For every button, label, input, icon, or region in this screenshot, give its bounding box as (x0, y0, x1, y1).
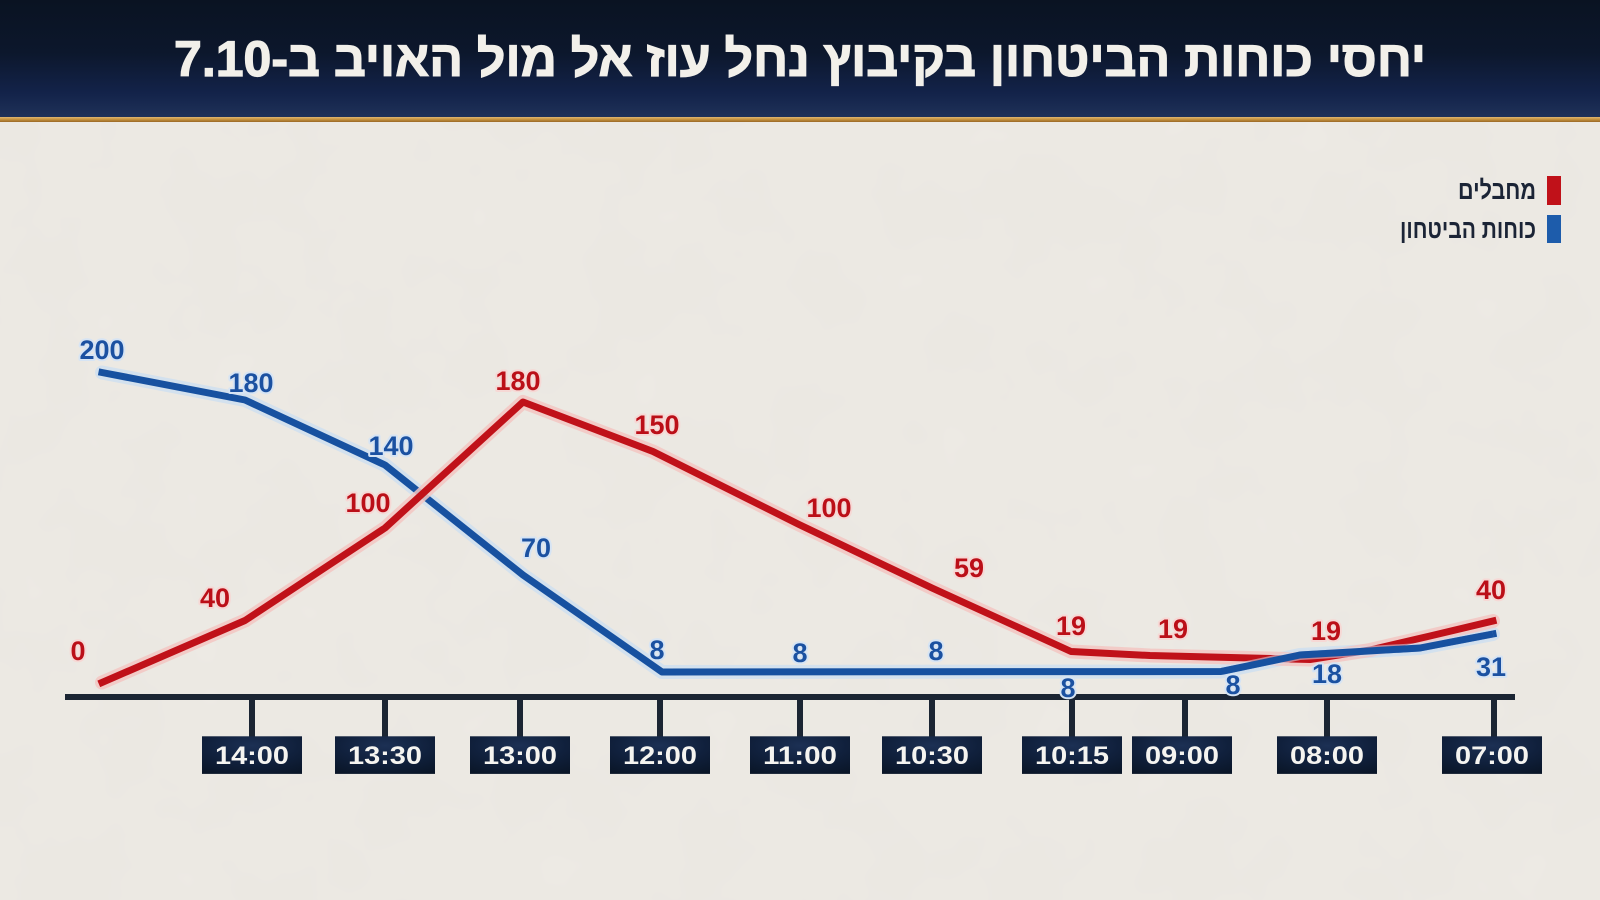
svg-text:13:00: 13:00 (483, 742, 557, 770)
svg-text:14:00: 14:00 (215, 742, 289, 770)
svg-text:מחבלים: מחבלים (1458, 175, 1536, 205)
svg-text:13:30: 13:30 (348, 742, 422, 770)
svg-text:08:00: 08:00 (1290, 742, 1364, 770)
svg-text:8: 8 (928, 636, 943, 666)
svg-text:180: 180 (228, 368, 273, 398)
svg-text:8: 8 (1225, 670, 1240, 700)
svg-text:59: 59 (954, 553, 984, 583)
svg-text:18: 18 (1312, 659, 1342, 689)
svg-text:07:00: 07:00 (1455, 742, 1529, 770)
svg-text:140: 140 (368, 431, 413, 461)
svg-text:70: 70 (521, 533, 551, 563)
svg-text:10:15: 10:15 (1035, 742, 1109, 770)
svg-text:09:00: 09:00 (1145, 742, 1219, 770)
svg-text:19: 19 (1056, 611, 1086, 641)
svg-text:8: 8 (792, 638, 807, 668)
svg-text:100: 100 (345, 488, 390, 518)
svg-text:40: 40 (1476, 575, 1506, 605)
svg-text:12:00: 12:00 (623, 742, 697, 770)
svg-text:180: 180 (495, 366, 540, 396)
svg-text:10:30: 10:30 (895, 742, 969, 770)
svg-text:19: 19 (1158, 614, 1188, 644)
svg-text:150: 150 (634, 410, 679, 440)
svg-text:19: 19 (1311, 616, 1341, 646)
svg-text:כוחות הביטחון: כוחות הביטחון (1400, 214, 1536, 244)
svg-text:40: 40 (200, 583, 230, 613)
svg-text:100: 100 (806, 493, 851, 523)
svg-text:8: 8 (649, 635, 664, 665)
svg-text:8: 8 (1060, 673, 1075, 703)
svg-text:31: 31 (1476, 652, 1506, 682)
svg-text:11:00: 11:00 (763, 742, 837, 770)
svg-text:0: 0 (70, 636, 85, 666)
svg-text:200: 200 (79, 335, 124, 365)
